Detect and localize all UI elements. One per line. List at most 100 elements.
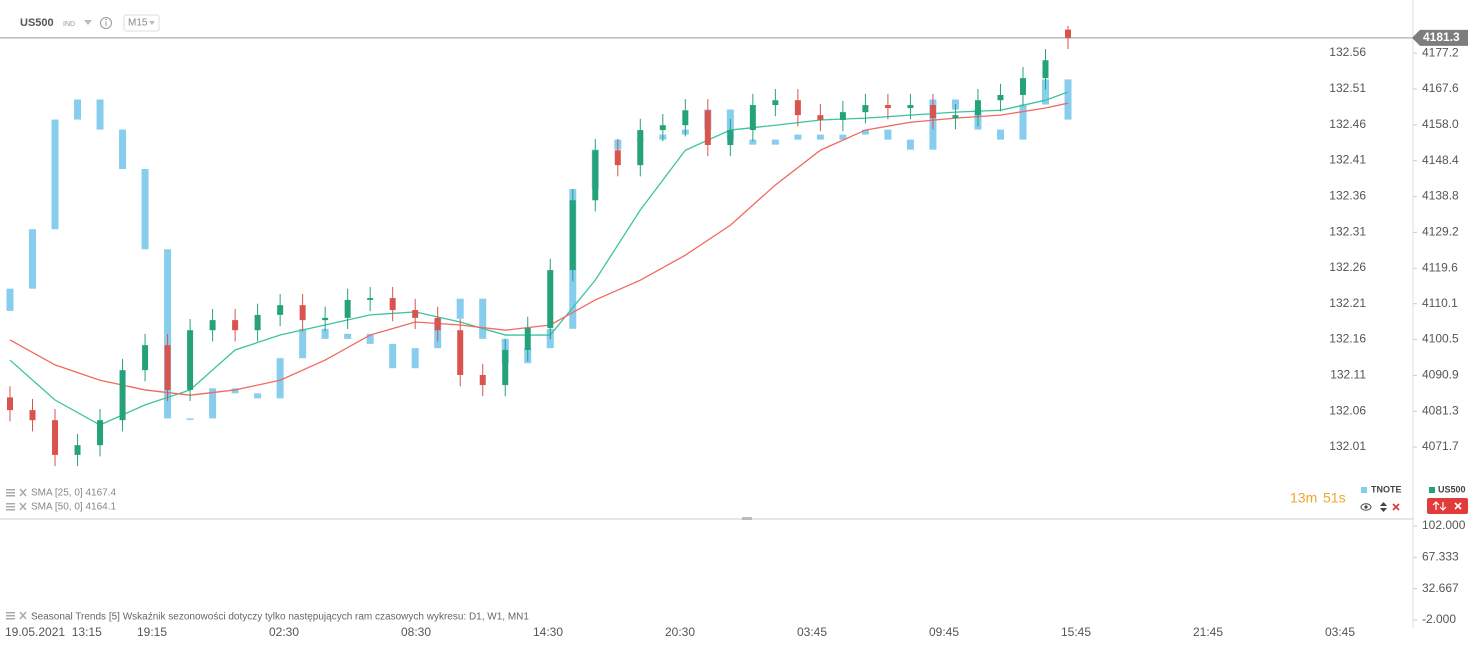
indicator-label: SMA [25, 0] 4167.4 [31, 488, 116, 499]
candle-body [974, 100, 981, 116]
candle-body [479, 374, 486, 386]
tnote-bar [771, 139, 779, 145]
series-controls[interactable] [1427, 498, 1468, 514]
y2-tick-label: 132.01 [1329, 439, 1366, 453]
interval[interactable]: M15 [128, 18, 148, 29]
tnote-bar [839, 134, 847, 140]
y2-tick-label: 132.11 [1330, 368, 1366, 382]
y2-tick-label: 132.16 [1329, 332, 1366, 346]
candle-body [1065, 29, 1071, 38]
candle-body [704, 110, 711, 145]
candle-body [457, 330, 464, 375]
candle-body [929, 105, 936, 119]
seasonal-title: Seasonal Trends [5] Wskaźnik sezonowości… [31, 612, 529, 623]
x-tick-label: 02:30 [269, 625, 299, 639]
y-tick-label: 4081.3 [1422, 403, 1459, 417]
tnote-bar [794, 134, 802, 140]
tnote-bar [51, 119, 59, 230]
tnote-bar [96, 99, 104, 130]
visibility-toggle[interactable] [1360, 503, 1372, 511]
tnote-bar [884, 129, 892, 140]
legend-entry[interactable]: US500 [1438, 484, 1466, 494]
countdown-minutes: 13m [1290, 490, 1317, 506]
candle-body [637, 130, 644, 166]
candle-body [682, 110, 689, 126]
candle-body [119, 370, 126, 421]
candle-body [164, 345, 171, 390]
symbol-dropdown[interactable] [84, 20, 92, 25]
y2-tick-label: 132.06 [1329, 403, 1366, 417]
last-price-tag [1412, 29, 1468, 46]
y-tick-label: 4167.6 [1422, 81, 1459, 95]
candle-body [727, 130, 734, 145]
tnote-bar [74, 99, 82, 120]
candle-body [907, 105, 914, 109]
candle-body [614, 150, 621, 166]
tnote-bar [1064, 79, 1072, 120]
candle-body [412, 310, 419, 318]
candle-body [277, 305, 284, 315]
y2-tick-label: 132.36 [1329, 188, 1366, 202]
candle-body [952, 115, 959, 119]
x-tick-label: 15:45 [1061, 625, 1091, 639]
tnote-bar [479, 298, 487, 339]
y-tick-label: 4090.9 [1422, 368, 1459, 382]
tnote-bar [366, 333, 374, 344]
y2-tick-label: 132.56 [1329, 45, 1366, 59]
candle-body [322, 317, 329, 321]
y-tick-label: 102.000 [1422, 518, 1466, 532]
interval-dropdown[interactable] [149, 21, 155, 25]
candle-body [97, 420, 104, 446]
candle-body [187, 330, 194, 390]
y-tick-label: 4119.6 [1422, 260, 1458, 274]
tnote-bar [816, 134, 824, 140]
remove-button[interactable] [1392, 503, 1400, 511]
plot-area [0, 25, 1413, 467]
indicator-icons[interactable] [6, 488, 27, 620]
candle-body [749, 105, 756, 131]
y-tick-label: 4138.8 [1422, 189, 1459, 203]
x-tick-label: 21:45 [1193, 625, 1223, 639]
y-tick-label: 32.667 [1422, 581, 1459, 595]
x-tick-label: 03:45 [797, 625, 827, 639]
candle-body [772, 100, 779, 106]
candle-body [254, 314, 261, 331]
tnote-bar [231, 388, 239, 394]
tnote-bar [141, 169, 149, 250]
legend-swatch [1429, 487, 1435, 493]
candle-body [7, 397, 13, 411]
y-tick-label: 4177.2 [1422, 45, 1459, 59]
candle-body [367, 298, 374, 300]
x-tick-label: 19.05.2021 13:15 [5, 625, 102, 639]
y2-tick-label: 132.51 [1329, 81, 1366, 95]
x-tick-label: 19:15 [137, 625, 167, 639]
tnote-bar [906, 139, 914, 150]
last-price-label: 4181.3 [1423, 30, 1460, 44]
symbol[interactable]: US500 [20, 17, 54, 29]
panel-resize-handle[interactable] [742, 517, 752, 520]
legend-entry[interactable]: TNOTE [1371, 484, 1402, 494]
candle-body [569, 200, 576, 271]
y-tick-label: -2.000 [1422, 612, 1456, 626]
y2-tick-label: 132.41 [1329, 153, 1366, 167]
candle-body [817, 115, 824, 120]
candle-body [839, 112, 846, 120]
x-tick-label: 09:45 [929, 625, 959, 639]
info-icon[interactable] [100, 17, 112, 29]
tnote-bar [861, 129, 869, 135]
tnote-bar [276, 358, 284, 399]
candle-body [29, 410, 36, 421]
interval-box[interactable] [123, 14, 160, 32]
candle-body [434, 317, 441, 331]
tnote-bar [29, 229, 37, 289]
move-toggle[interactable] [1380, 502, 1387, 512]
candle-body [592, 150, 599, 201]
candle-body [547, 270, 554, 328]
tnote-bar [344, 333, 352, 339]
y-tick-label: 4148.4 [1422, 153, 1459, 167]
market: IND [63, 21, 75, 28]
tnote-bar [186, 418, 194, 420]
candle-body [502, 349, 509, 386]
